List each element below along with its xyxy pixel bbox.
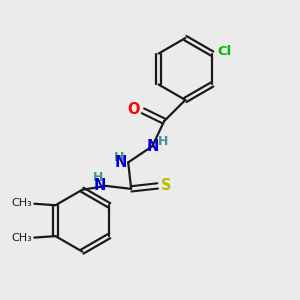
Text: Cl: Cl [218, 45, 232, 58]
Text: N: N [146, 139, 158, 154]
Text: H: H [114, 151, 124, 164]
Text: O: O [127, 102, 140, 117]
Text: H: H [158, 135, 168, 148]
Text: CH₃: CH₃ [11, 233, 32, 243]
Text: S: S [160, 178, 171, 194]
Text: H: H [93, 171, 103, 184]
Text: N: N [114, 155, 127, 170]
Text: N: N [93, 178, 106, 194]
Text: CH₃: CH₃ [11, 198, 32, 208]
